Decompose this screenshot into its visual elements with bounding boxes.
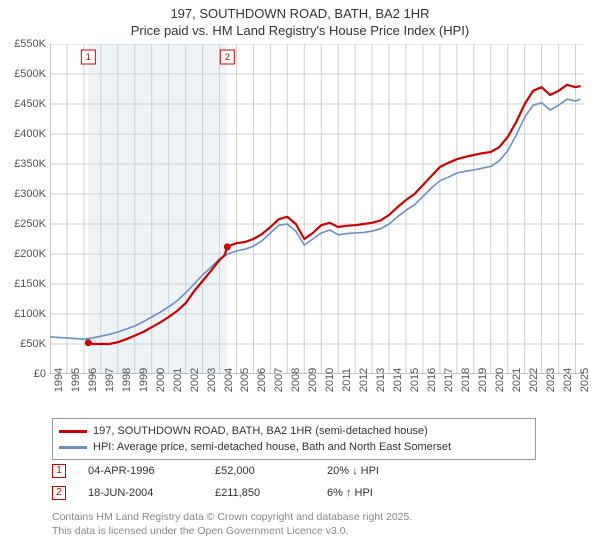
sale-price: £211,850 — [215, 487, 305, 499]
x-tick-label: 2001 — [172, 368, 184, 392]
sale-date: 04-APR-1996 — [88, 465, 193, 477]
legend-label: 197, SOUTHDOWN ROAD, BATH, BA2 1HR (semi… — [93, 425, 428, 437]
y-tick-label: £550K — [0, 38, 46, 50]
x-tick-label: 2016 — [426, 368, 438, 392]
sale-price: £52,000 — [215, 465, 305, 477]
svg-text:1: 1 — [86, 52, 91, 62]
x-tick-label: 2012 — [358, 368, 370, 392]
y-tick-label: £150K — [0, 278, 46, 290]
title-address: 197, SOUTHDOWN ROAD, BATH, BA2 1HR — [0, 6, 600, 21]
x-tick-label: 1994 — [53, 368, 65, 392]
x-tick-label: 2022 — [528, 368, 540, 392]
title-subtitle: Price paid vs. HM Land Registry's House … — [0, 23, 600, 38]
y-tick-label: £50K — [0, 338, 46, 350]
y-tick-label: £300K — [0, 188, 46, 200]
attribution-line: Contains HM Land Registry data © Crown c… — [52, 510, 572, 524]
legend-label: HPI: Average price, semi-detached house,… — [93, 441, 451, 453]
y-tick-label: £0 — [0, 368, 46, 380]
chart-svg: 12 — [50, 44, 584, 374]
title-block: 197, SOUTHDOWN ROAD, BATH, BA2 1HR Price… — [0, 0, 600, 42]
sale-row: 1 04-APR-1996 £52,000 20% ↓ HPI — [52, 460, 552, 482]
x-tick-label: 2006 — [256, 368, 268, 392]
x-tick-label: 1997 — [104, 368, 116, 392]
y-tick-label: £450K — [0, 98, 46, 110]
x-tick-label: 2002 — [189, 368, 201, 392]
legend-item: 197, SOUTHDOWN ROAD, BATH, BA2 1HR (semi… — [59, 423, 529, 439]
y-tick-label: £250K — [0, 218, 46, 230]
sale-diff: 20% ↓ HPI — [327, 465, 447, 477]
x-tick-label: 1995 — [70, 368, 82, 392]
x-tick-label: 2009 — [307, 368, 319, 392]
sale-date: 18-JUN-2004 — [88, 487, 193, 499]
x-axis: 1994199519961997199819992000200120022003… — [50, 378, 584, 418]
y-tick-label: £400K — [0, 128, 46, 140]
sale-diff: 6% ↑ HPI — [327, 487, 447, 499]
sale-marker-icon: 2 — [52, 486, 66, 500]
y-tick-label: £350K — [0, 158, 46, 170]
x-tick-label: 2017 — [443, 368, 455, 392]
y-axis: £0£50K£100K£150K£200K£250K£300K£350K£400… — [0, 44, 48, 374]
x-tick-label: 2008 — [290, 368, 302, 392]
y-tick-label: £500K — [0, 68, 46, 80]
x-tick-label: 2019 — [477, 368, 489, 392]
x-tick-label: 2023 — [545, 368, 557, 392]
y-tick-label: £200K — [0, 248, 46, 260]
x-tick-label: 1996 — [87, 368, 99, 392]
legend: 197, SOUTHDOWN ROAD, BATH, BA2 1HR (semi… — [52, 418, 536, 460]
x-tick-label: 2020 — [494, 368, 506, 392]
x-tick-label: 2014 — [392, 368, 404, 392]
x-tick-label: 2011 — [341, 368, 353, 392]
y-tick-label: £100K — [0, 308, 46, 320]
chart-container: 197, SOUTHDOWN ROAD, BATH, BA2 1HR Price… — [0, 0, 600, 560]
legend-item: HPI: Average price, semi-detached house,… — [59, 439, 529, 455]
attribution: Contains HM Land Registry data © Crown c… — [52, 510, 572, 538]
legend-swatch — [59, 446, 87, 449]
x-tick-label: 2018 — [460, 368, 472, 392]
sale-row: 2 18-JUN-2004 £211,850 6% ↑ HPI — [52, 482, 552, 504]
sale-marker-icon: 1 — [52, 464, 66, 478]
x-tick-label: 2010 — [324, 368, 336, 392]
x-tick-label: 2000 — [155, 368, 167, 392]
x-tick-label: 2007 — [273, 368, 285, 392]
x-tick-label: 1998 — [121, 368, 133, 392]
x-tick-label: 2021 — [511, 368, 523, 392]
x-tick-label: 2015 — [409, 368, 421, 392]
x-tick-label: 2013 — [375, 368, 387, 392]
legend-swatch — [59, 430, 87, 433]
x-tick-label: 2025 — [579, 368, 591, 392]
x-tick-label: 1999 — [138, 368, 150, 392]
sales-table: 1 04-APR-1996 £52,000 20% ↓ HPI 2 18-JUN… — [52, 460, 552, 504]
plot-area: 12 — [50, 44, 584, 374]
x-tick-label: 2003 — [206, 368, 218, 392]
x-tick-label: 2024 — [562, 368, 574, 392]
x-tick-label: 2004 — [223, 368, 235, 392]
x-tick-label: 2005 — [239, 368, 251, 392]
attribution-line: This data is licensed under the Open Gov… — [52, 524, 572, 538]
svg-text:2: 2 — [225, 52, 230, 62]
